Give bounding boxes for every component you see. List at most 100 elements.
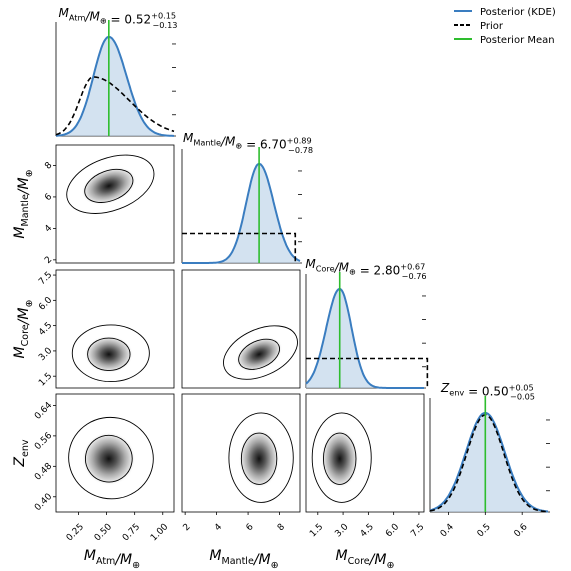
contour-outer bbox=[68, 416, 154, 500]
prior-curve bbox=[182, 232, 297, 263]
x-tick-label: 8 bbox=[276, 522, 287, 533]
label-part-title_rest: /M bbox=[84, 9, 100, 23]
y-tick-label: 0.64 bbox=[33, 400, 54, 421]
posterior-fill bbox=[56, 36, 174, 136]
density-panel-core-vs-mantle bbox=[181, 269, 301, 389]
y-tick-label: 7.5 bbox=[37, 270, 54, 287]
x-tick-label: 3.0 bbox=[333, 522, 350, 539]
label-part-title_sub: Atm bbox=[69, 12, 86, 22]
title-lower-error: −0.13 bbox=[152, 20, 177, 30]
label-part-ylabel_rest: /M bbox=[16, 177, 32, 196]
label-part-ylabel_sub: Mantle bbox=[20, 194, 31, 226]
y-axis-label-zenv: Zenv bbox=[12, 439, 31, 467]
label-part-ylabel_sub2: ⊕ bbox=[24, 300, 35, 308]
panel-title-mantle: MMantle/M⊕ = 6.70+0.89 −0.78 bbox=[183, 131, 313, 155]
label-part-ylabel_sym: Z bbox=[12, 457, 28, 468]
posterior-curve bbox=[305, 287, 424, 389]
diagonal-panel-zenv: Zenv = 0.50+0.05 −0.05 bbox=[429, 381, 550, 513]
y-tick-label: 0.40 bbox=[33, 492, 54, 513]
label-part-xlabel_sub2: ⊕ bbox=[132, 560, 140, 571]
label-part-ylabel_sub: Core bbox=[20, 324, 31, 346]
label-part-ylabel_sym: M bbox=[12, 346, 28, 358]
panel-frame bbox=[181, 269, 301, 389]
label-part-xlabel_sym: M bbox=[209, 548, 221, 564]
x-tick-label: 1.00 bbox=[149, 522, 170, 543]
contour-inner bbox=[87, 337, 131, 372]
x-axis-label-atm: MAtm/M⊕ bbox=[84, 548, 140, 571]
y-tick-label: 2 bbox=[43, 255, 54, 266]
title-upper-error: +0.05 bbox=[509, 382, 534, 392]
contour-outer bbox=[228, 412, 294, 503]
contour-outer bbox=[223, 325, 298, 380]
density-shading bbox=[84, 335, 134, 373]
label-part-xlabel_sub: Core bbox=[348, 556, 370, 567]
contour-inner bbox=[322, 432, 357, 485]
x-axis-label-core: MCore/M⊕ bbox=[336, 548, 395, 571]
label-part-title_sym: M bbox=[183, 131, 194, 145]
panel-frame bbox=[55, 144, 175, 264]
y-tick-label: 1.5 bbox=[37, 371, 54, 388]
label-part-title_sym: M bbox=[305, 257, 316, 271]
title-lower-error: −0.05 bbox=[510, 392, 535, 402]
x-tick-label: 0.25 bbox=[65, 522, 86, 543]
prior-curve bbox=[429, 414, 549, 513]
label-part-title_sym: Z bbox=[440, 381, 450, 395]
legend-label: Prior bbox=[480, 21, 504, 32]
x-tick-label: 4.5 bbox=[359, 522, 376, 539]
legend-label: Posterior Mean bbox=[480, 35, 555, 46]
label-part-xlabel_sub2: ⊕ bbox=[386, 560, 394, 571]
contour-outer bbox=[66, 154, 155, 214]
x-axis-label-mantle: MMantle/M⊕ bbox=[209, 548, 278, 571]
x-tick-label: 0.5 bbox=[476, 522, 493, 539]
label-part-title_rest: /M bbox=[334, 260, 350, 274]
y-tick-label: 6.0 bbox=[37, 295, 54, 312]
prior-curve bbox=[55, 76, 175, 136]
label-part-title_sym: M bbox=[59, 6, 70, 20]
x-tick-label: 0.50 bbox=[93, 522, 114, 543]
label-part-title_eq: = 0.50 bbox=[464, 384, 508, 398]
label-part-title_sub: Core bbox=[316, 263, 335, 273]
x-tick-label: 0.6 bbox=[513, 522, 530, 539]
panel-title-zenv: Zenv = 0.50+0.05 −0.05 bbox=[440, 381, 535, 402]
x-tick-label: 6.0 bbox=[384, 522, 401, 539]
x-tick-label: 1.5 bbox=[308, 522, 325, 539]
title-lower-error: −0.76 bbox=[402, 271, 427, 281]
contour-inner bbox=[84, 168, 134, 203]
y-tick-label: 4 bbox=[43, 223, 54, 234]
density-shading bbox=[321, 429, 359, 489]
contour-inner bbox=[238, 338, 280, 370]
contour-inner bbox=[85, 434, 133, 483]
x-tick-label: 6 bbox=[244, 522, 255, 533]
label-part-title_sub2: ⊕ bbox=[100, 16, 107, 26]
density-shading bbox=[238, 429, 280, 489]
y-axis-label-mantle: MMantle/M⊕ bbox=[12, 169, 35, 238]
posterior-fill bbox=[306, 288, 424, 388]
label-part-xlabel_rest: /M bbox=[368, 552, 387, 568]
y-axis-label-core: MCore/M⊕ bbox=[12, 300, 35, 359]
contour-outer bbox=[311, 412, 372, 503]
y-tick-label: 0.56 bbox=[33, 431, 54, 452]
prior-curve bbox=[306, 357, 429, 388]
y-tick-label: 6 bbox=[43, 192, 54, 203]
legend: Posterior (KDE) Prior Posterior Mean bbox=[454, 7, 556, 46]
label-part-xlabel_sub: Atm bbox=[96, 556, 115, 567]
label-part-ylabel_rest: /M bbox=[16, 308, 32, 327]
posterior-fill bbox=[182, 163, 300, 263]
diagonal-panel-core: MCore/M⊕ = 2.80+0.67 −0.76 bbox=[305, 257, 429, 389]
posterior-fill bbox=[430, 412, 548, 512]
title-upper-error: +0.89 bbox=[287, 136, 312, 146]
y-tick-label: 4.5 bbox=[37, 321, 54, 338]
title-upper-error: +0.15 bbox=[151, 11, 176, 21]
contour-outer bbox=[71, 324, 150, 383]
diagonal-panel-atm: MAtm/M⊕ = 0.52+0.15 −0.13 bbox=[55, 6, 177, 137]
label-part-xlabel_sym: M bbox=[336, 548, 348, 564]
x-tick-label: 4 bbox=[213, 522, 224, 533]
label-part-ylabel_sub: env bbox=[20, 439, 31, 457]
title-lower-error: −0.78 bbox=[288, 145, 313, 155]
label-part-title_sub2: ⊕ bbox=[349, 267, 356, 277]
density-panel-zenv-vs-core bbox=[305, 393, 425, 513]
legend-label: Posterior (KDE) bbox=[480, 7, 556, 18]
density-panel-core-vs-atm bbox=[55, 269, 175, 389]
contour-inner bbox=[240, 432, 278, 485]
